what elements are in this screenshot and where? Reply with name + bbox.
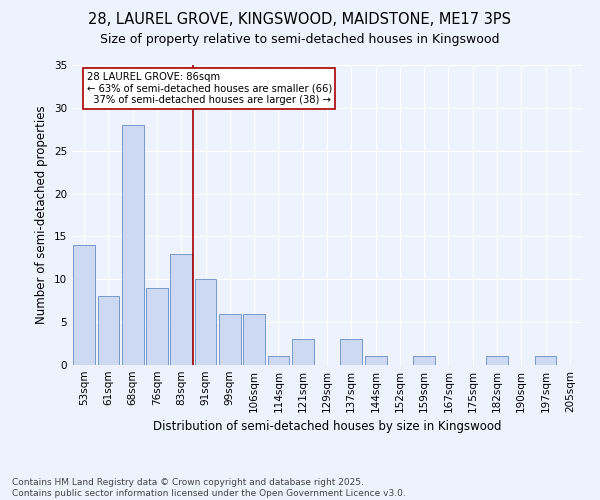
Bar (340, 340, 362, 365)
Bar (219, 314, 241, 365)
Bar (243, 314, 265, 365)
Text: 28 LAUREL GROVE: 86sqm
← 63% of semi-detached houses are smaller (66)
  37% of s: 28 LAUREL GROVE: 86sqm ← 63% of semi-det… (86, 72, 332, 105)
Bar (292, 340, 314, 365)
Text: Contains HM Land Registry data © Crown copyright and database right 2025.
Contai: Contains HM Land Registry data © Crown c… (12, 478, 406, 498)
X-axis label: Distribution of semi-detached houses by size in Kingswood: Distribution of semi-detached houses by … (153, 420, 501, 434)
Bar (486, 356, 508, 365)
Bar (268, 356, 289, 365)
Bar (413, 356, 435, 365)
Y-axis label: Number of semi-detached properties: Number of semi-detached properties (35, 106, 49, 324)
Bar (73, 245, 95, 365)
Text: 28, LAUREL GROVE, KINGSWOOD, MAIDSTONE, ME17 3PS: 28, LAUREL GROVE, KINGSWOOD, MAIDSTONE, … (89, 12, 511, 28)
Bar (170, 254, 192, 365)
Text: Size of property relative to semi-detached houses in Kingswood: Size of property relative to semi-detach… (100, 32, 500, 46)
Bar (122, 125, 143, 365)
Bar (97, 296, 119, 365)
Bar (146, 288, 168, 365)
Bar (194, 280, 217, 365)
Bar (535, 356, 556, 365)
Bar (365, 356, 386, 365)
